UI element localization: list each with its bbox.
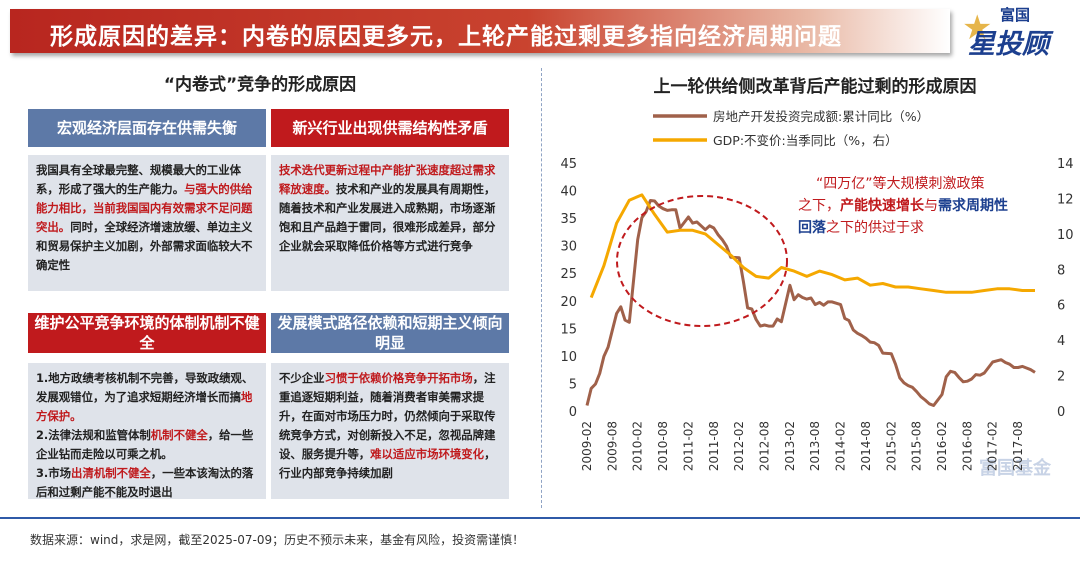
x-tick-label: 2013-02 — [783, 421, 797, 471]
y-left-tick-label: 25 — [560, 267, 577, 282]
x-tick-label: 2014-02 — [834, 421, 848, 471]
chart-annotation-fragment: “四万亿”等大规模刺激政策 — [816, 175, 985, 192]
y-right-tick-label: 0 — [1057, 405, 1065, 420]
cause-text-segment: ，给一些企业钻而走险以可乘之机。 — [36, 428, 254, 461]
brand-logo: ★ 富国 星投顾 — [960, 2, 1072, 60]
cause-text-segment: 技术和产业的发展具有周期性，随着技术和产业发展进入成熟期，市场逐渐饱和且产品趋于… — [279, 182, 496, 253]
y-left-tick-label: 40 — [560, 185, 577, 200]
chart-annotation-line: 回落之下的供过于求 — [798, 219, 924, 236]
cause-header-path-dependence: 发展模式路径依赖和短期主义倾向明显 — [271, 313, 509, 353]
cause-text-segment: 难以适应市场环境变化 — [370, 447, 485, 461]
cause-text-macro: 我国具有全球最完整、规模最大的工业体系，形成了强大的生产能力。与强大的供给能力相… — [28, 155, 266, 291]
cause-text-segment: 机制不健全 — [150, 428, 208, 442]
watermark-text: 富国基金 — [979, 457, 1052, 479]
cause-header-institution: 维护公平竞争环境的体制机制不健全 — [28, 313, 266, 353]
title-banner: 形成原因的差异：内卷的原因更多元，上轮产能过剩更多指向经济周期问题 — [10, 9, 950, 53]
highlight-ellipse — [616, 195, 788, 327]
x-tick-label: 2014-08 — [859, 421, 873, 471]
footer-source: 数据来源：wind，求是网，截至2025-07-09；历史不预示未来，基金有风险… — [30, 533, 525, 547]
chart-annotation-line: 之下，产能快速增长与需求周期性 — [798, 197, 1008, 214]
y-left-tick-label: 0 — [569, 405, 577, 420]
x-tick-label: 2017-02 — [986, 421, 1000, 471]
logo-small-text: 富国 — [1000, 6, 1031, 24]
x-tick-label: 2017-08 — [1011, 421, 1025, 471]
cause-text-segment: 不少企业 — [279, 371, 325, 385]
cause-text-segment: 与强大的供给能力相比，当前我国国内有效需求不足问题突出。 — [36, 182, 253, 234]
chart-annotation-fragment: 之下， — [798, 198, 840, 214]
y-left-tick-label: 10 — [560, 350, 577, 365]
cause-text-segment: 我国具有全球最完整、规模最大的工业体系，形成了强大的生产能力。 — [36, 163, 242, 196]
cause-header-emerging: 新兴行业出现供需结构性矛盾 — [271, 109, 509, 147]
y-left-tick-label: 30 — [560, 240, 577, 255]
chart-annotation-fragment: 需求周期性 — [938, 197, 1008, 214]
y-right-tick-label: 12 — [1057, 192, 1074, 207]
series-line-1 — [589, 193, 1035, 299]
x-tick-label: 2015-02 — [884, 421, 898, 471]
footer-divider — [0, 517, 1080, 519]
cause-text-segment: 1.地方政绩考核机制不完善，导致政绩观、发展观错位，为了追求短期经济增长而搞 — [36, 371, 254, 404]
chart-annotation-fragment: 与 — [924, 198, 938, 214]
cause-text-segment: ，一些本该淘汰的落后和过剩产能不能及时退出 — [36, 466, 254, 499]
y-right-tick-label: 14 — [1057, 157, 1074, 172]
y-left-tick-label: 35 — [560, 212, 577, 227]
x-tick-label: 2009-02 — [580, 421, 594, 471]
y-left-tick-label: 5 — [569, 377, 577, 392]
x-tick-label: 2011-08 — [707, 421, 721, 471]
logo-big-text: 星投顾 — [968, 29, 1049, 60]
chart-annotation-fragment: 产能快速增长 — [840, 197, 925, 214]
y-left-tick-label: 15 — [560, 322, 577, 337]
x-tick-label: 2016-02 — [935, 421, 949, 471]
chart-title: 上一轮供给侧改革背后产能过剩的形成原因 — [653, 77, 977, 97]
left-panel-title: “内卷式”竞争的形成原因 — [163, 75, 357, 95]
chart-annotation-fragment: 之下的供过于求 — [826, 220, 924, 236]
x-tick-label: 2010-08 — [656, 421, 670, 471]
legend-label-1: GDP:不变价:当季同比（%，右） — [713, 133, 898, 148]
x-tick-label: 2011-02 — [681, 421, 695, 471]
cause-text-segment: 习惯于依赖价格竞争开拓市场 — [324, 371, 473, 385]
star-icon: ★ — [962, 8, 993, 48]
x-tick-label: 2016-08 — [960, 421, 974, 471]
cause-text-segment: 地方保护。 — [36, 390, 253, 423]
x-tick-label: 2012-02 — [732, 421, 746, 471]
y-right-tick-label: 2 — [1057, 370, 1065, 385]
cause-text-path-dependence: 不少企业习惯于依赖价格竞争开拓市场，注重追逐短期利益，随着消费者审美需求提升，在… — [271, 363, 509, 499]
chart-annotation-line: “四万亿”等大规模刺激政策 — [816, 175, 985, 192]
y-right-tick-label: 10 — [1057, 228, 1074, 243]
cause-text-segment: 同时，全球经济增速放缓、单边主义和贸易保护主义加剧，外部需求面临较大不确定性 — [36, 220, 253, 272]
y-left-tick-label: 45 — [560, 157, 577, 172]
cause-text-segment: 技术迭代更新过程中产能扩张速度超过需求释放速度。 — [279, 163, 496, 196]
x-tick-label: 2015-08 — [910, 421, 924, 471]
series-line-0 — [585, 199, 1036, 407]
x-tick-label: 2010-02 — [631, 421, 645, 471]
chart-annotation-fragment: 回落 — [798, 219, 827, 236]
y-right-tick-label: 8 — [1057, 263, 1065, 278]
y-left-tick-label: 20 — [560, 295, 577, 310]
cause-text-segment: 出清机制不健全 — [71, 466, 151, 480]
cause-text-segment: 2.法律法规和监管体制 — [36, 428, 151, 442]
x-tick-label: 2009-08 — [605, 421, 619, 471]
line-chart: 富国基金 0 5 10 15 20 25 30 35 40 45 0 2 4 6 8 10 12 14 2009-02… — [560, 109, 1074, 479]
panel-divider — [541, 68, 542, 508]
cause-text-segment: 3.市场 — [36, 466, 72, 480]
x-tick-label: 2012-08 — [758, 421, 772, 471]
page-title: 形成原因的差异：内卷的原因更多元，上轮产能过剩更多指向经济周期问题 — [50, 24, 842, 50]
cause-text-emerging: 技术迭代更新过程中产能扩张速度超过需求释放速度。技术和产业的发展具有周期性，随着… — [271, 155, 509, 291]
cause-text-institution: 1.地方政绩考核机制不完善，导致政绩观、发展观错位，为了追求短期经济增长而搞地方… — [28, 363, 266, 499]
legend-label-0: 房地产开发投资完成额:累计同比（%） — [713, 109, 929, 124]
cause-text-segment: ，注重追逐短期利益，随着消费者审美需求提升，在面对市场压力时，仍然倾向于采取传统… — [279, 371, 496, 461]
cause-text-segment: ，行业内部竞争持续加剧 — [279, 447, 496, 480]
cause-header-macro: 宏观经济层面存在供需失衡 — [28, 109, 266, 147]
y-right-tick-label: 6 — [1057, 299, 1065, 314]
y-right-tick-label: 4 — [1057, 334, 1065, 349]
x-tick-label: 2013-08 — [808, 421, 822, 471]
